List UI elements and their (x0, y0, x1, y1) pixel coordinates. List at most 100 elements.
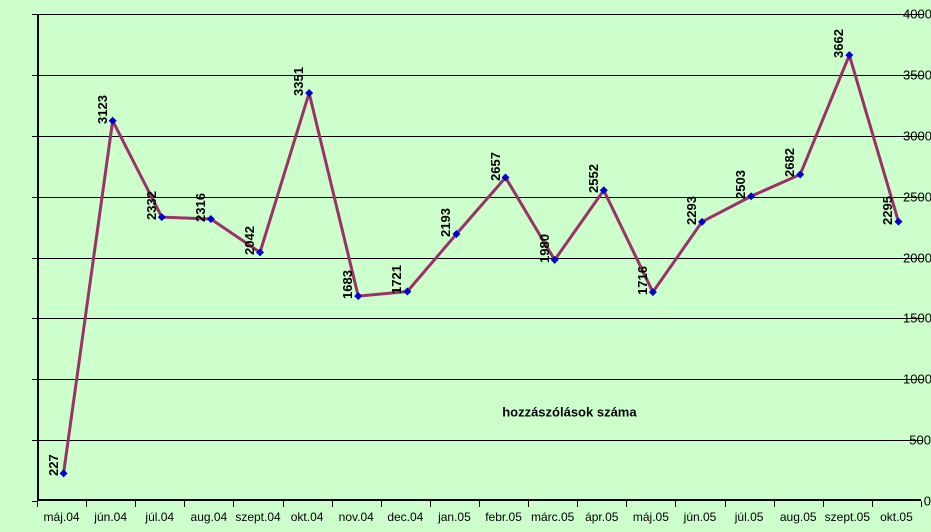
x-axis-tick-label: júl.05 (734, 510, 764, 524)
data-point-label: 2293 (684, 195, 699, 225)
y-axis-tick-label: 500 (909, 432, 931, 448)
data-point-label: 1683 (340, 270, 356, 300)
gridline (39, 379, 923, 381)
x-axis-tick-label: jún.04 (94, 510, 128, 524)
y-axis-tick-label: 2500 (903, 189, 931, 205)
data-point-marker[interactable] (599, 186, 608, 195)
data-point-label: 2682 (782, 148, 798, 178)
y-axis-tick-label: 1000 (903, 371, 931, 387)
x-axis-tick-mark (86, 501, 88, 507)
y-axis-tick-mark (32, 196, 38, 198)
data-point-label: 2552 (585, 164, 601, 194)
data-point-marker[interactable] (501, 173, 510, 182)
data-point-label: 2042 (242, 226, 257, 256)
gridline (39, 74, 923, 76)
data-point-marker[interactable] (157, 213, 166, 222)
gridline (39, 135, 923, 137)
data-point-label: 1721 (389, 265, 405, 295)
x-axis-tick-mark (577, 501, 579, 507)
x-axis-tick-label: máj.05 (632, 510, 669, 524)
y-axis-tick-label: 4000 (903, 6, 931, 22)
data-point-label: 3351 (291, 67, 307, 97)
x-axis-tick-label: szept.04 (235, 510, 281, 524)
x-axis-tick-mark (871, 501, 873, 507)
x-axis-tick-label: máj.04 (43, 510, 80, 524)
data-point-marker[interactable] (305, 89, 314, 98)
data-point-marker[interactable] (206, 215, 215, 224)
y-axis-tick-label: 3000 (903, 128, 931, 144)
x-axis-tick-label: aug.05 (779, 510, 817, 524)
x-axis-tick-mark (528, 501, 530, 507)
x-axis-tick-mark (37, 501, 38, 507)
data-point-marker[interactable] (550, 255, 559, 264)
series-markers-group (59, 51, 903, 478)
data-point-marker[interactable] (894, 217, 903, 226)
data-point-label: 2295 (880, 195, 896, 225)
data-point-marker[interactable] (256, 248, 264, 257)
x-axis-tick-label: júl.04 (145, 510, 175, 524)
y-axis-tick-mark (32, 318, 38, 320)
x-axis-tick-label: ápr.05 (585, 510, 619, 524)
data-point-label: 1716 (634, 266, 650, 296)
data-point-marker[interactable] (747, 192, 756, 201)
x-axis-tick-label: szept.05 (824, 510, 871, 524)
plot-area: 227 3123 2332 2316 2042 3351 1683 1721 2193 2657 1… (37, 14, 923, 501)
data-point-label: 2332 (143, 191, 159, 221)
data-point-label: 3662 (831, 29, 847, 59)
x-axis-tick-label: febr.05 (485, 510, 522, 524)
gridline (39, 14, 923, 15)
series-line-chart (59, 51, 903, 478)
data-point-label: 2657 (487, 151, 503, 181)
x-axis-tick-mark (724, 501, 726, 507)
gridline (39, 196, 923, 198)
x-axis-tick-label: márc.05 (530, 510, 575, 524)
data-point-marker[interactable] (698, 217, 706, 226)
x-axis-tick-mark (331, 501, 333, 507)
data-point-marker[interactable] (403, 287, 412, 296)
y-axis-tick-label: 2000 (903, 250, 931, 265)
data-point-label: 1980 (536, 234, 552, 263)
x-axis-tick-mark (184, 501, 186, 507)
y-axis-tick-mark (32, 257, 38, 259)
x-axis-tick-mark (675, 501, 677, 507)
x-axis-tick-mark (135, 501, 137, 507)
data-point-label: 2503 (733, 170, 749, 200)
x-axis-tick-mark (921, 501, 922, 507)
data-point-marker[interactable] (59, 469, 68, 478)
data-point-marker[interactable] (452, 230, 461, 239)
series-polyline (62, 53, 900, 475)
y-axis-tick-mark (32, 440, 38, 442)
y-axis-tick-label: 1500 (903, 310, 931, 326)
y-axis-tick-mark (32, 14, 38, 15)
data-point-label: 227 (45, 454, 61, 477)
gridline (39, 257, 923, 259)
data-point-label: 3123 (94, 94, 110, 124)
data-point-marker[interactable] (796, 170, 805, 179)
x-axis-tick-mark (380, 501, 382, 507)
x-axis-tick-mark (233, 501, 235, 507)
data-point-label: 2193 (438, 208, 454, 237)
y-axis-tick-mark (32, 135, 38, 137)
x-axis-tick-mark (626, 501, 628, 507)
y-axis-tick-mark (32, 379, 38, 381)
x-axis-tick-mark (822, 501, 824, 507)
x-axis-tick-label: aug.04 (190, 510, 228, 524)
chart-annotation: hozzászólások száma (502, 404, 637, 420)
x-axis-tick-mark (479, 501, 480, 507)
x-axis-tick-mark (773, 501, 775, 507)
x-axis-tick-mark (282, 501, 284, 507)
x-axis-tick-label: okt.04 (290, 510, 324, 524)
data-point-marker[interactable] (845, 51, 854, 60)
x-axis: máj.04 jún.04 júl.04 aug.04 szept.04 okt.04 no… (37, 501, 922, 532)
x-axis-tick-label: jan.05 (438, 510, 471, 524)
y-axis-tick-label: 3500 (903, 67, 931, 83)
data-point-marker[interactable] (354, 292, 363, 301)
y-axis-tick-mark (32, 501, 38, 502)
x-axis-tick-label: dec.04 (387, 510, 424, 524)
data-point-marker[interactable] (108, 116, 117, 125)
data-point-marker[interactable] (648, 288, 657, 297)
gridline (39, 318, 923, 320)
x-axis-tick-label: jún.05 (683, 510, 717, 524)
x-axis-tick-mark (429, 501, 431, 507)
